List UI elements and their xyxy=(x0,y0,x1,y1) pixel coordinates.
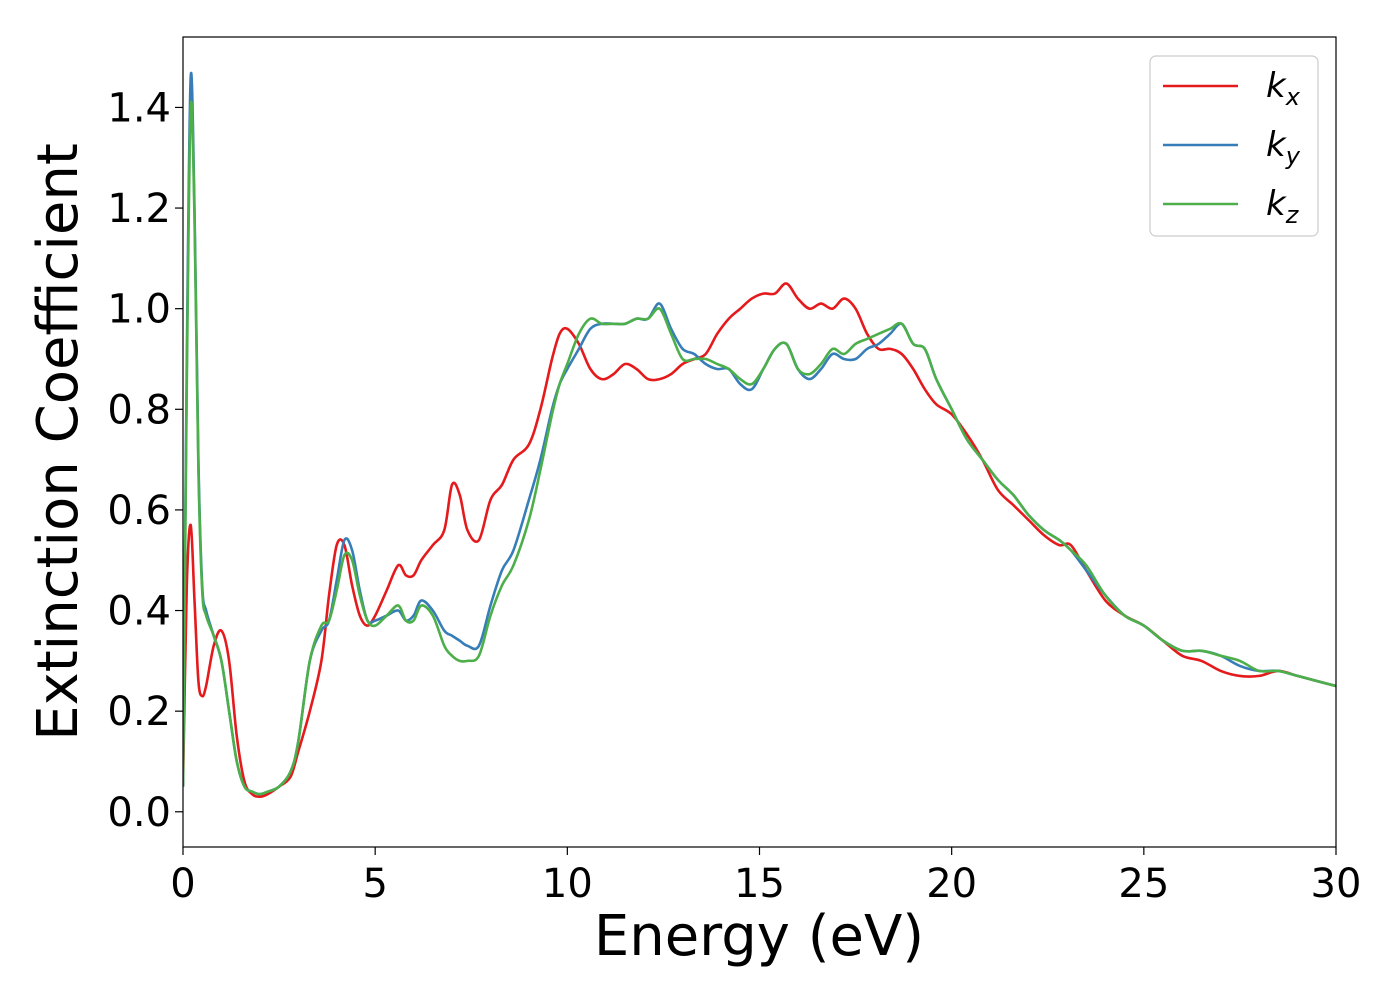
y-tick-label: 0.2 xyxy=(107,689,171,735)
y-axis-ticks: 0.0 0.2 0.4 0.6 0.8 1.0 1.2 1.4 xyxy=(107,85,183,836)
y-tick-label: 0.6 xyxy=(107,488,171,534)
y-axis-label: Extinction Coefficient xyxy=(26,143,91,741)
y-tick-label: 0.4 xyxy=(107,589,171,635)
series-line-kx xyxy=(183,282,1336,798)
x-tick-label: 5 xyxy=(362,861,387,907)
y-tick-label: 1.4 xyxy=(107,85,171,131)
y-tick-label: 1.0 xyxy=(107,287,171,333)
y-tick-label: 1.2 xyxy=(107,186,171,232)
x-tick-label: 25 xyxy=(1118,861,1169,907)
x-axis-ticks: 0 5 10 15 20 25 30 xyxy=(170,847,1361,907)
x-tick-label: 20 xyxy=(926,861,977,907)
y-tick-label: 0.8 xyxy=(107,387,171,433)
x-axis-label: Energy (eV) xyxy=(594,904,924,969)
series-layer xyxy=(183,71,1336,798)
x-tick-label: 0 xyxy=(170,861,195,907)
x-tick-label: 10 xyxy=(542,861,593,907)
x-tick-label: 30 xyxy=(1311,861,1362,907)
y-tick-label: 0.0 xyxy=(107,790,171,836)
series-line-kz xyxy=(183,100,1336,796)
x-tick-label: 15 xyxy=(734,861,785,907)
